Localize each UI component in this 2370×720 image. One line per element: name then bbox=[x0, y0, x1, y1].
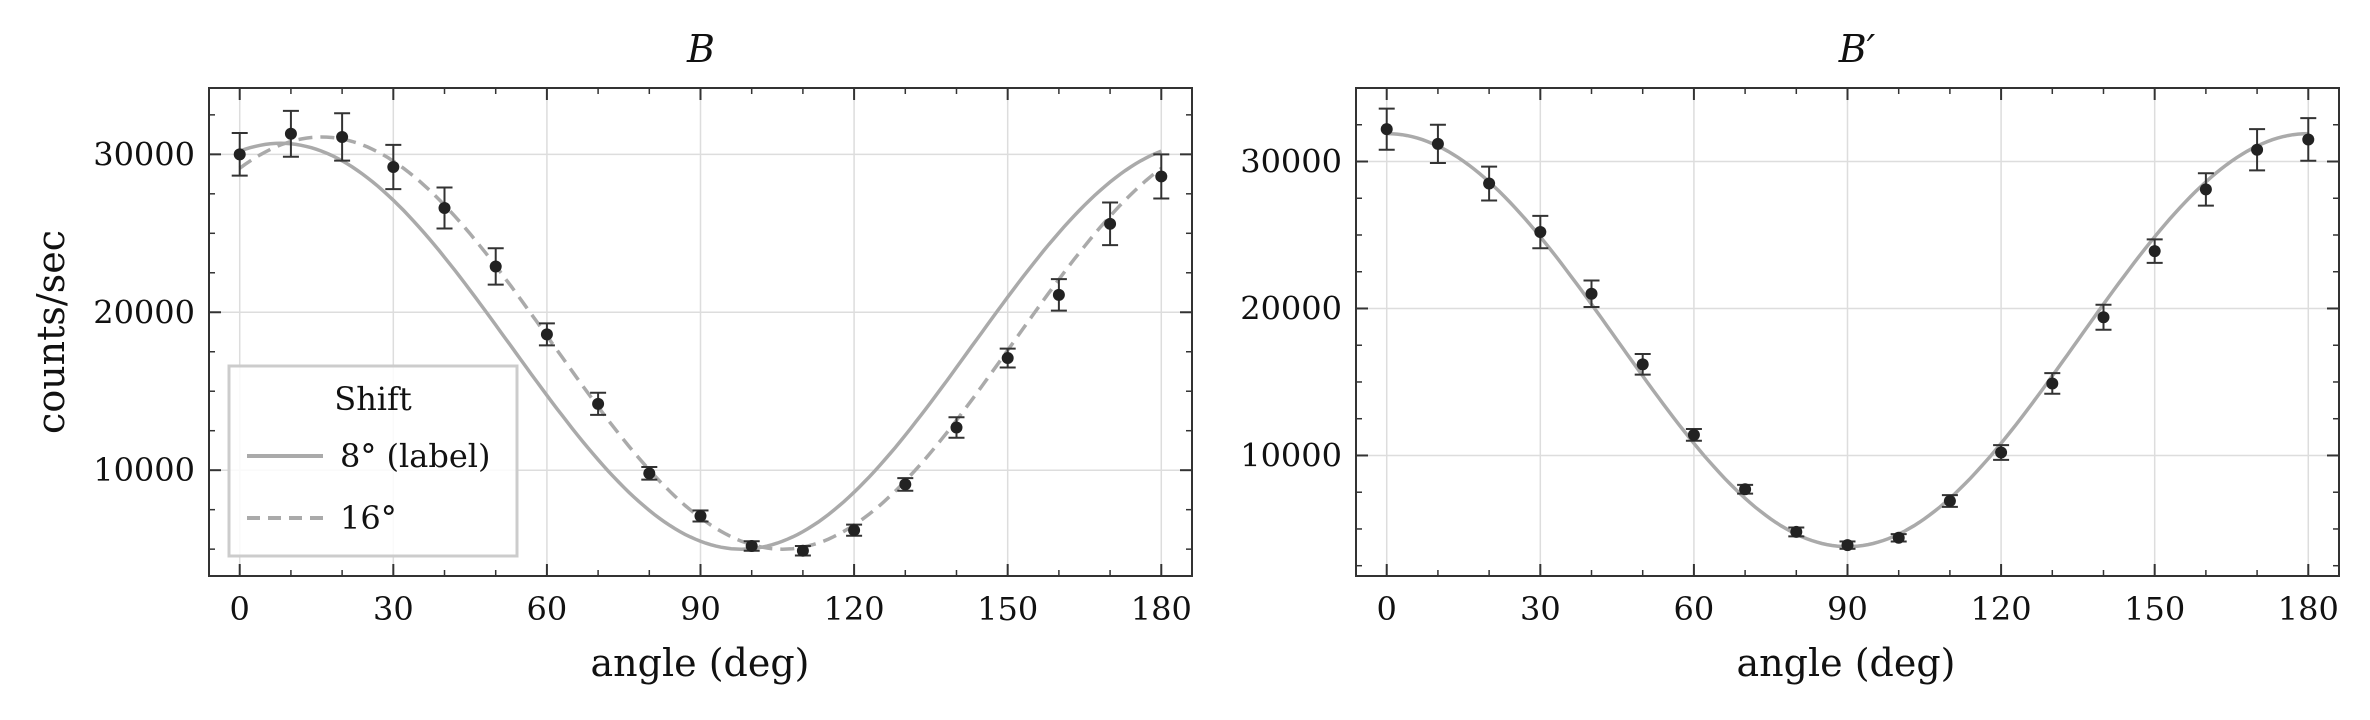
y-tick-label: 10000 bbox=[93, 451, 195, 489]
x-axis-label: angle (deg) bbox=[1737, 641, 1956, 685]
x-tick-label: 0 bbox=[1377, 590, 1397, 628]
data-point bbox=[1431, 137, 1444, 150]
data-point bbox=[387, 160, 400, 173]
x-tick-label: 150 bbox=[977, 590, 1038, 628]
y-tick-label: 10000 bbox=[1240, 436, 1342, 474]
x-tick-label: 120 bbox=[824, 590, 885, 628]
chart-panel-b-prime: B′ 0 30 60 90 120 150 180 10000 20000 30000 angle… bbox=[1240, 27, 2340, 685]
data-point bbox=[2148, 245, 2161, 258]
data-point bbox=[1636, 358, 1649, 371]
x-tick-label: 30 bbox=[373, 590, 414, 628]
data-point bbox=[2251, 143, 2264, 156]
data-point bbox=[438, 202, 451, 215]
data-point bbox=[1841, 539, 1854, 552]
data-point bbox=[950, 421, 963, 434]
legend-label: 16° bbox=[340, 499, 397, 537]
data-point bbox=[1534, 226, 1547, 239]
data-point bbox=[1585, 287, 1598, 300]
data-point bbox=[489, 260, 502, 273]
x-axis-label: angle (deg) bbox=[591, 641, 810, 685]
x-tick-label: 60 bbox=[1674, 590, 1715, 628]
data-point bbox=[1943, 495, 1956, 508]
data-point bbox=[745, 539, 758, 552]
y-tick-label: 20000 bbox=[1240, 289, 1342, 327]
legend: Shift 8° (label) 16° bbox=[227, 364, 519, 558]
y-axis-label: counts/sec bbox=[29, 230, 73, 434]
x-tick-label: 90 bbox=[680, 590, 721, 628]
data-point bbox=[540, 328, 553, 341]
data-point bbox=[796, 544, 809, 557]
data-point bbox=[643, 467, 656, 480]
axis-ticks: 0 30 60 90 120 150 180 10000 20000 30000 bbox=[93, 88, 1192, 628]
data-point bbox=[1483, 177, 1496, 190]
data-point bbox=[1052, 288, 1065, 301]
x-tick-label: 0 bbox=[230, 590, 250, 628]
data-point bbox=[2046, 377, 2059, 390]
data-point bbox=[1739, 483, 1752, 496]
axis-ticks: 0 30 60 90 120 150 180 10000 20000 30000 bbox=[1240, 87, 2339, 628]
data-point bbox=[899, 478, 912, 491]
x-tick-label: 180 bbox=[2278, 590, 2339, 628]
x-tick-label: 30 bbox=[1520, 590, 1561, 628]
data-point bbox=[2097, 311, 2110, 324]
x-tick-label: 180 bbox=[1131, 590, 1192, 628]
data-point bbox=[1892, 531, 1905, 544]
chart-title: B bbox=[686, 27, 715, 71]
x-tick-label: 120 bbox=[1971, 590, 2032, 628]
data-point bbox=[1155, 170, 1168, 183]
data-point bbox=[284, 127, 297, 140]
data-point bbox=[1104, 217, 1117, 230]
legend-title: Shift bbox=[334, 380, 412, 418]
data-point bbox=[592, 397, 605, 410]
data-point bbox=[1790, 525, 1803, 538]
y-tick-label: 20000 bbox=[93, 293, 195, 331]
data-point bbox=[2199, 183, 2212, 196]
data-point bbox=[848, 524, 861, 537]
data-points bbox=[1378, 107, 2317, 552]
y-tick-label: 30000 bbox=[93, 135, 195, 173]
data-point bbox=[1687, 428, 1700, 441]
x-tick-label: 60 bbox=[527, 590, 568, 628]
legend-box bbox=[227, 364, 519, 558]
data-point bbox=[1001, 352, 1014, 365]
data-point bbox=[233, 148, 246, 161]
y-tick-label: 30000 bbox=[1240, 142, 1342, 180]
x-tick-label: 150 bbox=[2124, 590, 2185, 628]
chart-panel-b: B 0 30 60 90 120 150 180 10000 20000 30000 angle … bbox=[29, 27, 1193, 685]
data-points bbox=[231, 109, 1170, 557]
chart-title: B′ bbox=[1838, 27, 1876, 71]
data-point bbox=[336, 130, 349, 143]
x-tick-label: 90 bbox=[1827, 590, 1868, 628]
fit-curve-solid bbox=[239, 141, 1162, 551]
grid bbox=[1356, 88, 2339, 576]
data-point bbox=[1995, 446, 2008, 459]
data-point bbox=[1380, 123, 1393, 136]
data-point bbox=[694, 509, 707, 522]
legend-label: 8° (label) bbox=[340, 437, 490, 475]
data-point bbox=[2302, 133, 2315, 146]
